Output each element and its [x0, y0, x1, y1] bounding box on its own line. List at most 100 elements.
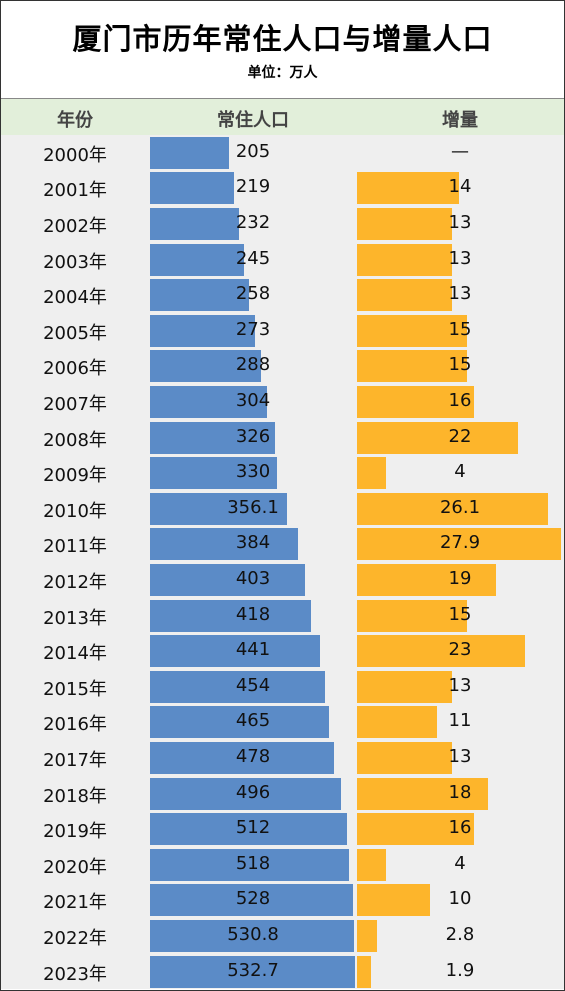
- increase-value: 13: [448, 283, 472, 305]
- population-value: 232: [235, 212, 271, 233]
- header-increase: 增量: [442, 110, 478, 131]
- population-value: 384: [235, 532, 271, 554]
- population-bar: [150, 599, 311, 632]
- population-bar: [150, 670, 325, 703]
- population-value: 205: [235, 140, 271, 162]
- population-bar: [150, 421, 276, 454]
- increase-value: 4: [454, 852, 466, 874]
- increase-bar: [357, 386, 474, 418]
- header-population: 常住人口: [217, 110, 289, 131]
- increase-bar: [357, 564, 496, 596]
- year-label: 2002年: [43, 216, 107, 237]
- population-value: 496: [235, 781, 271, 803]
- increase-value: 23: [448, 639, 472, 661]
- population-value: 528: [235, 888, 271, 910]
- increase-value: 27.9: [439, 532, 481, 554]
- population-value: 330: [235, 461, 271, 483]
- increase-bar: [357, 813, 474, 846]
- increase-bar: [357, 955, 371, 988]
- increase-value: 13: [448, 247, 472, 269]
- population-bar: [150, 136, 229, 169]
- increase-bar: [357, 635, 525, 668]
- increase-value: 19: [448, 568, 472, 589]
- population-value: 512: [235, 817, 271, 839]
- population-value: 273: [235, 318, 271, 340]
- population-value: 403: [235, 568, 271, 589]
- year-label: 2014年: [43, 643, 107, 665]
- increase-value: 15: [448, 603, 472, 625]
- increase-value: 16: [448, 817, 472, 839]
- population-value: 245: [235, 247, 271, 269]
- year-label: 2015年: [43, 678, 107, 700]
- population-value: 465: [235, 710, 271, 732]
- increase-value: 13: [448, 212, 472, 233]
- increase-bar: [357, 172, 460, 205]
- year-label: 2009年: [43, 465, 107, 487]
- increase-value: 14: [448, 176, 472, 198]
- increase-value: 11: [448, 710, 472, 732]
- population-value: 441: [235, 639, 271, 661]
- year-label: 2011年: [43, 536, 107, 558]
- title-area: 厦门市历年常住人口与增量人口 单位：万人: [0, 0, 565, 98]
- population-bar: [150, 279, 250, 312]
- population-bar: [150, 635, 320, 668]
- population-value: 530.8: [227, 924, 279, 945]
- increase-bar: [357, 350, 467, 383]
- year-label: 2003年: [43, 251, 107, 273]
- increase-bar: [357, 670, 452, 703]
- increase-value: 13: [448, 746, 472, 767]
- increase-bar: [357, 848, 387, 881]
- population-value: 356.1: [227, 496, 279, 518]
- population-bar: [150, 350, 261, 383]
- population-value: 258: [235, 283, 271, 305]
- population-value: 326: [235, 425, 271, 447]
- year-label: 2017年: [43, 750, 107, 771]
- year-label: 2006年: [43, 358, 107, 380]
- population-bar: [150, 528, 298, 561]
- increase-bar: [357, 279, 452, 312]
- chart-title: 厦门市历年常住人口与增量人口: [72, 22, 493, 56]
- increase-value: 10: [448, 888, 472, 910]
- increase-bar: [357, 920, 378, 952]
- population-bar: [150, 777, 341, 810]
- population-value: 418: [235, 603, 271, 625]
- year-label: 2000年: [43, 144, 107, 166]
- increase-bar: [357, 208, 452, 240]
- population-value: 304: [235, 390, 271, 411]
- header-year: 年份: [57, 110, 93, 131]
- table-header: 年份 常住人口 增量: [1, 98, 564, 135]
- year-label: 2012年: [43, 572, 107, 593]
- increase-bar: [357, 706, 438, 739]
- year-label: 2023年: [43, 963, 107, 985]
- population-bar: [150, 208, 240, 240]
- increase-bar: [357, 492, 548, 525]
- increase-bar: [357, 421, 518, 454]
- increase-value: 22: [448, 425, 472, 447]
- increase-value: 13: [448, 674, 472, 696]
- increase-value: 16: [448, 390, 472, 411]
- population-bar: [150, 848, 350, 881]
- increase-value: 1.9: [445, 959, 475, 981]
- population-value: 219: [235, 176, 271, 198]
- year-label: 2019年: [43, 821, 107, 843]
- increase-value: —: [451, 140, 469, 162]
- population-bar: [150, 920, 355, 952]
- population-value: 532.7: [227, 959, 279, 981]
- population-bar: [150, 706, 329, 739]
- increase-bar: [357, 457, 387, 490]
- population-bar: [150, 813, 347, 846]
- population-bar: [150, 955, 355, 988]
- increase-value: 18: [448, 781, 472, 803]
- table-body: 2000年 205 — 2001年 219 14 2002年 232 13 2003年 245 13 2…: [1, 135, 564, 989]
- year-label: 2018年: [43, 785, 107, 807]
- year-label: 2022年: [43, 928, 107, 949]
- year-label: 2013年: [43, 607, 107, 629]
- population-value: 478: [235, 746, 271, 767]
- increase-bar: [357, 243, 452, 276]
- year-label: 2016年: [43, 714, 107, 736]
- year-label: 2021年: [43, 892, 107, 914]
- increase-value: 15: [448, 354, 472, 376]
- year-label: 2020年: [43, 856, 107, 878]
- chart-subtitle: 单位：万人: [247, 65, 318, 81]
- increase-value: 4: [454, 461, 466, 483]
